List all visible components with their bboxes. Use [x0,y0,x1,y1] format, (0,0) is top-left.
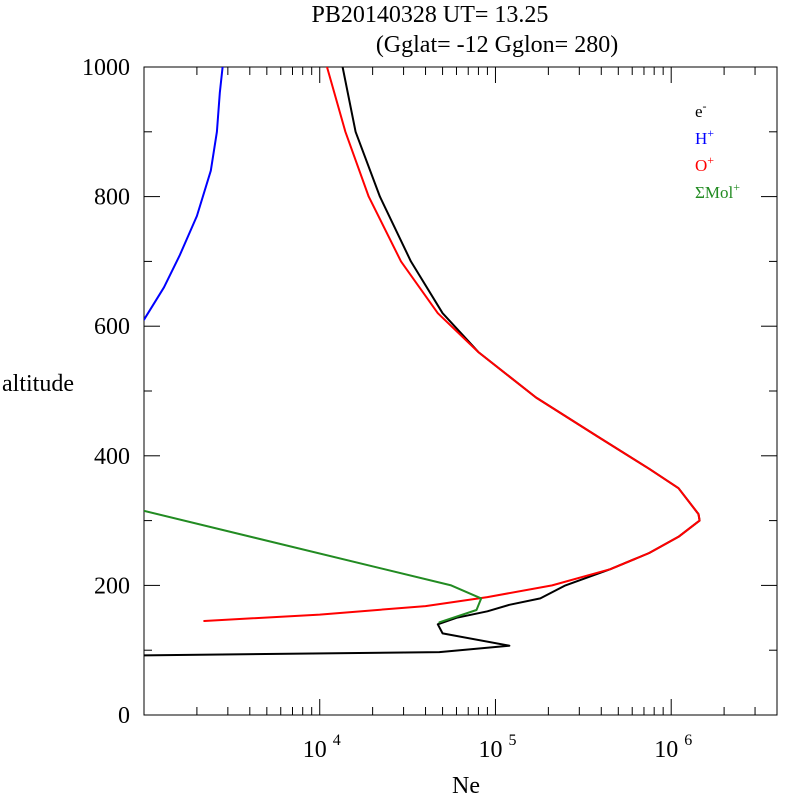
series-layer [144,67,701,657]
y-tick-label: 400 [94,444,130,470]
x-axis-title: Ne [452,773,480,796]
legend-superscript: + [707,126,714,140]
x-tick-label: 10 [654,737,678,763]
x-tick-exponent: 4 [333,732,341,749]
y-tick-label: 600 [94,314,130,340]
series-line-2 [203,67,701,622]
legend-entry-1: H+ [695,126,714,148]
y-tick-label: 0 [118,703,130,729]
y-tick-label: 800 [94,185,130,211]
x-tick-exponent: 5 [508,732,516,749]
x-tick-label: 10 [303,737,327,763]
chart-title-line-2: (Gglat= -12 Gglon= 280) [376,32,618,58]
legend-superscript: - [703,99,707,113]
chart-title-line-1: PB20140328 UT= 13.25 [312,2,549,28]
legend: e- H+ O+ ΣMol+ [695,99,740,202]
legend-entry-0: e- [695,99,707,121]
y-tick-label: 1000 [82,55,130,81]
legend-superscript: + [733,180,740,194]
legend-superscript: + [707,153,714,167]
series-line-1 [144,67,224,321]
series-line-3 [144,509,483,624]
axis-ticks: 0 200 400 600 800 1000 10 4 10 5 10 6 [82,55,778,763]
legend-entry-2: O+ [695,153,714,175]
x-tick-label: 10 [478,737,502,763]
y-axis-title: altitude [2,371,74,397]
x-tick-exponent: 6 [684,732,692,749]
y-tick-label: 200 [94,573,130,599]
legend-entry-3: ΣMol+ [695,180,740,202]
